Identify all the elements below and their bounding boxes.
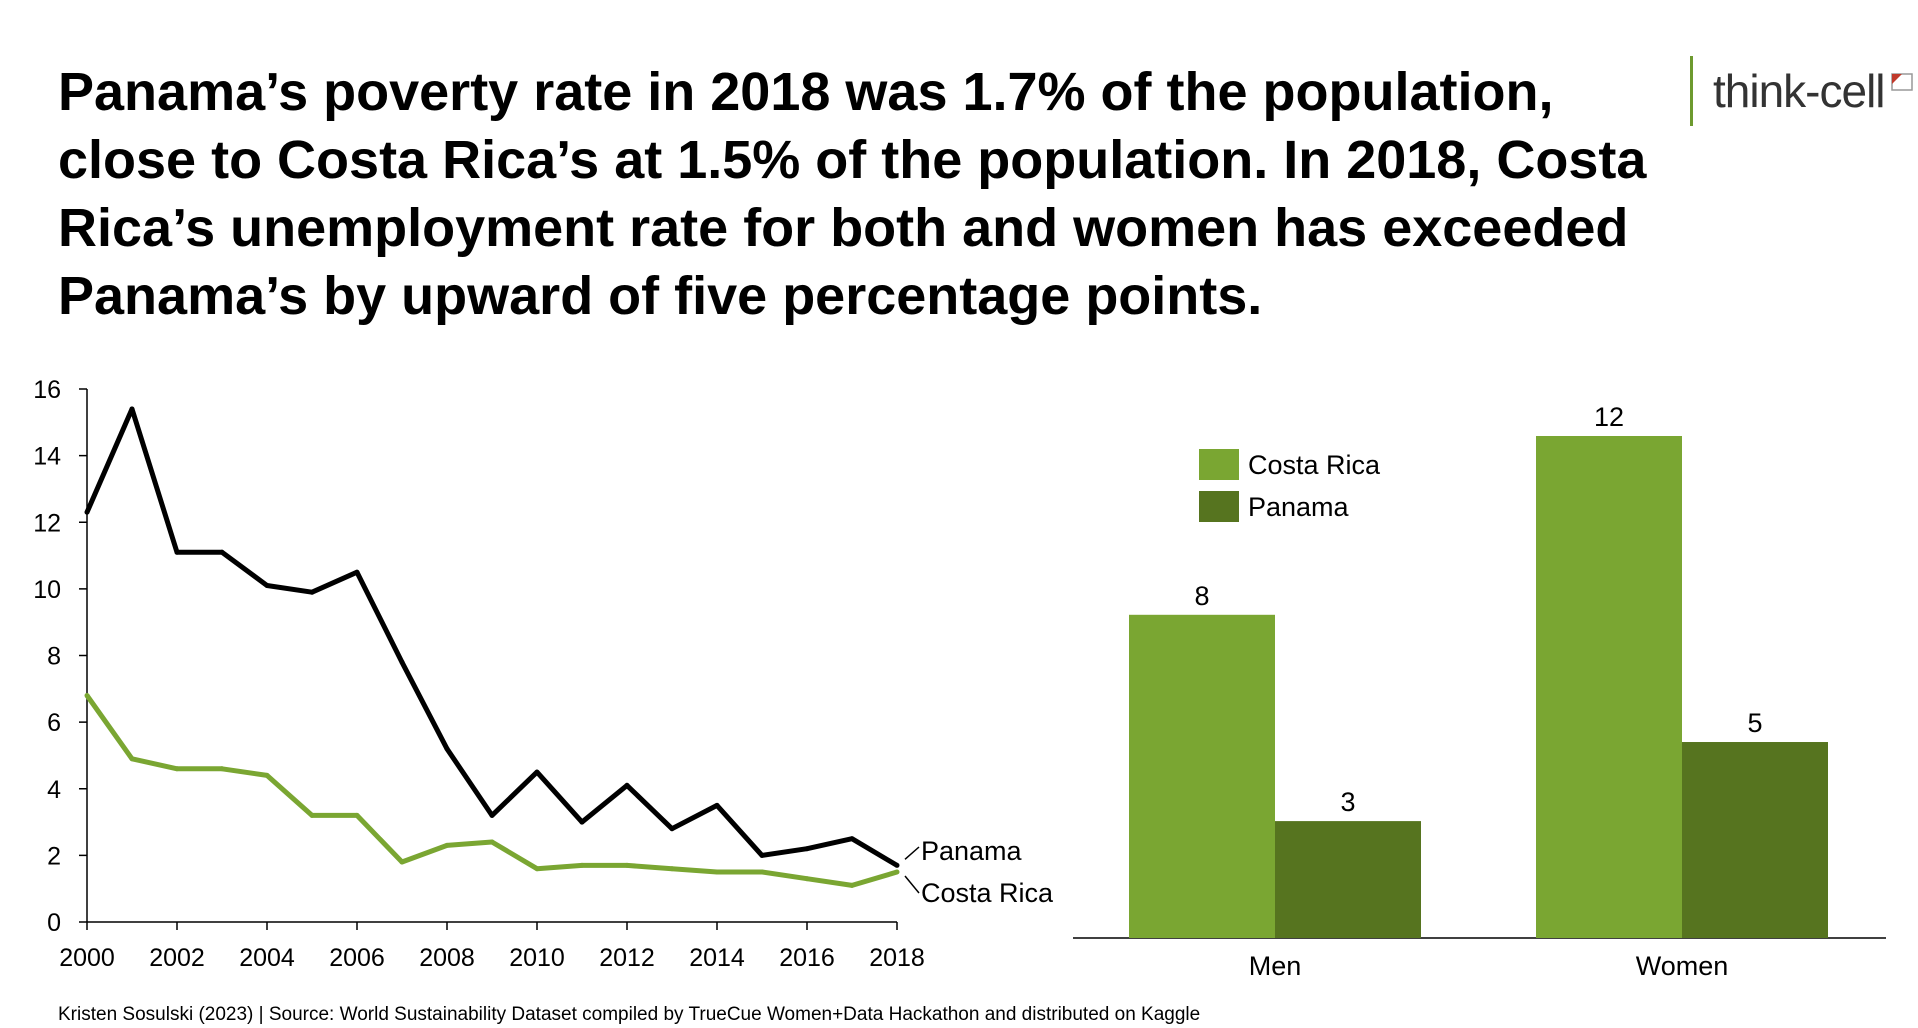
panama-data-point <box>489 812 495 818</box>
costa-rica-data-point <box>264 772 270 778</box>
costa-rica-data-point <box>759 869 765 875</box>
x-tick-label: 2006 <box>329 944 385 972</box>
x-tick-label: 2010 <box>509 944 565 972</box>
costa-rica-data-point <box>714 869 720 875</box>
y-tick-label: 0 <box>47 909 61 937</box>
y-tick-label: 8 <box>47 643 61 671</box>
costa-rica-label-leader <box>904 875 920 894</box>
x-tick-label: 2008 <box>419 944 475 972</box>
costa-rica-series-line <box>84 694 898 888</box>
costa-rica-data-point <box>444 842 450 848</box>
panama-series-line <box>84 406 899 868</box>
panama-data-point <box>309 589 315 595</box>
costa-rica-data-point <box>579 862 585 868</box>
panama-legend-label: Panama <box>1248 492 1350 522</box>
x-tick-label: 2014 <box>689 944 745 972</box>
costa-rica-bar-women <box>1536 436 1682 938</box>
panama-bar-women <box>1682 742 1828 938</box>
costa-rica-data-point <box>399 859 405 865</box>
costa-rica-legend-label: Costa Rica <box>1248 450 1381 480</box>
x-tick-label: 2018 <box>869 944 925 972</box>
y-tick-label: 2 <box>47 842 61 870</box>
source-footnote: Kristen Sosulski (2023) | Source: World … <box>58 1004 1201 1025</box>
x-tick-label: 2004 <box>239 944 295 972</box>
costa-rica-data-point <box>669 866 675 872</box>
panama-data-point <box>84 509 90 515</box>
bar-value-label: 8 <box>1194 581 1209 611</box>
costa-rica-data-point <box>84 692 90 698</box>
y-tick-label: 10 <box>33 576 61 604</box>
bar-value-label: 12 <box>1594 402 1624 432</box>
panama-data-point <box>804 846 810 852</box>
costa-rica-data-point <box>129 756 135 762</box>
costa-rica-data-point <box>309 812 315 818</box>
costa-rica-data-point <box>174 766 180 772</box>
costa-rica-data-point <box>804 876 810 882</box>
panama-data-point <box>264 583 270 589</box>
panama-data-point <box>714 802 720 808</box>
costa-rica-bar-men <box>1129 614 1275 938</box>
panama-legend-swatch <box>1199 491 1239 522</box>
costa-rica-data-point <box>849 882 855 888</box>
bar-value-label: 3 <box>1340 787 1355 817</box>
panama-data-point <box>849 836 855 842</box>
panama-data-point <box>399 659 405 665</box>
y-tick-label: 6 <box>47 709 61 737</box>
panama-data-point <box>219 549 225 555</box>
costa-rica-data-point <box>354 812 360 818</box>
costa-rica-legend-swatch <box>1199 449 1239 480</box>
logo-divider <box>1690 56 1693 126</box>
y-tick-label: 12 <box>33 509 61 537</box>
logo-page-icon <box>1890 73 1913 91</box>
panama-data-point <box>579 819 585 825</box>
costa-rica-data-point <box>219 766 225 772</box>
panama-data-point <box>669 826 675 832</box>
y-tick-label: 4 <box>47 776 61 804</box>
panama-data-point <box>534 769 540 775</box>
panama-data-point <box>129 406 135 412</box>
costa-rica-data-point <box>534 866 540 872</box>
think-cell-logo: think-cell <box>1690 56 1915 126</box>
costa-rica-data-point <box>489 839 495 845</box>
x-tick-label: 2012 <box>599 944 655 972</box>
panama-series-label: Panama <box>921 836 1023 866</box>
costa-rica-series-label: Costa Rica <box>921 878 1054 908</box>
panama-data-point <box>174 549 180 555</box>
logo-text: think-cell <box>1713 65 1886 117</box>
chart-title: Panama’s poverty rate in 2018 was 1.7% o… <box>58 62 1647 326</box>
y-tick-label: 16 <box>33 376 61 404</box>
panama-bar-men <box>1275 821 1421 938</box>
costa-rica-data-point <box>894 869 900 875</box>
costa-rica-data-point <box>624 862 630 868</box>
x-tick-label: 2000 <box>59 944 115 972</box>
x-tick-label: 2016 <box>779 944 835 972</box>
panama-data-point <box>759 852 765 858</box>
panama-data-point <box>894 862 900 868</box>
category-label: Men <box>1249 951 1302 981</box>
panama-data-point <box>444 746 450 752</box>
bar-value-label: 5 <box>1747 708 1762 738</box>
panama-data-point <box>354 569 360 575</box>
x-tick-label: 2002 <box>149 944 205 972</box>
panama-data-point <box>624 782 630 788</box>
category-label: Women <box>1636 951 1729 981</box>
panama-label-leader <box>904 846 920 860</box>
y-tick-label: 14 <box>33 443 61 471</box>
